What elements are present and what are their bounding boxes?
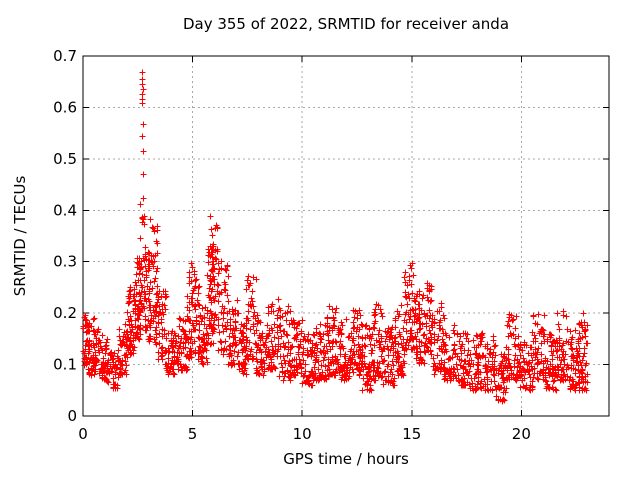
y-tick-label: 0.3 bbox=[53, 253, 77, 271]
x-tick-label: 5 bbox=[188, 425, 198, 443]
y-tick-label: 0.5 bbox=[53, 150, 77, 168]
x-tick-label: 0 bbox=[78, 425, 88, 443]
y-tick-label: 0.7 bbox=[53, 47, 77, 65]
chart-title: Day 355 of 2022, SRMTID for receiver and… bbox=[182, 15, 510, 33]
y-tick-label: 0 bbox=[67, 407, 77, 425]
y-tick-label: 0.2 bbox=[53, 304, 77, 322]
x-tick-label: 10 bbox=[293, 425, 312, 443]
y-axis-label: SRMTID / TECUs bbox=[11, 175, 29, 297]
x-tick-label: 15 bbox=[402, 425, 421, 443]
x-tick-label: 20 bbox=[512, 425, 531, 443]
y-tick-label: 0.1 bbox=[53, 356, 77, 374]
x-axis-label: GPS time / hours bbox=[283, 450, 409, 468]
y-tick-label: 0.4 bbox=[53, 201, 77, 219]
scatter-points bbox=[80, 69, 591, 405]
y-tick-label: 0.6 bbox=[53, 98, 77, 116]
